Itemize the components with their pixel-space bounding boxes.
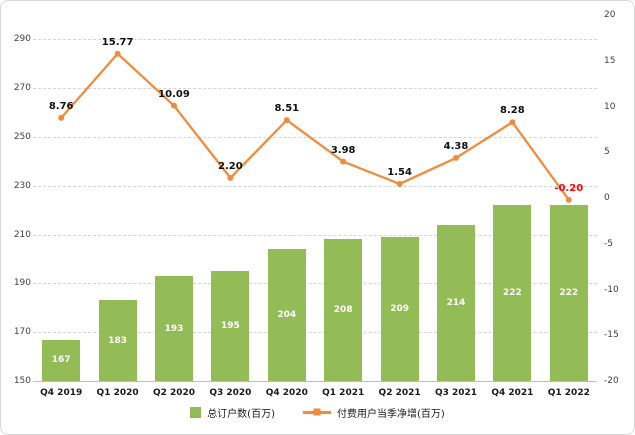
line-value-label: 3.98 bbox=[330, 144, 356, 156]
left-axis-tick: 250 bbox=[13, 132, 31, 142]
line-marker-icon bbox=[313, 408, 321, 416]
line-point-marker bbox=[227, 174, 234, 181]
line-value-label: 8.76 bbox=[48, 100, 74, 112]
right-axis-tick: -15 bbox=[604, 330, 619, 341]
right-axis-tick: -10 bbox=[604, 284, 619, 295]
line-point-marker bbox=[340, 158, 347, 165]
bar-value-label: 222 bbox=[502, 288, 522, 299]
x-axis-label: Q4 2019 bbox=[40, 388, 83, 398]
left-axis-tick: 210 bbox=[13, 229, 31, 240]
bar-value-label: 204 bbox=[277, 310, 297, 321]
gridline bbox=[33, 137, 597, 138]
bar bbox=[437, 224, 475, 381]
right-axis-tick: 0 bbox=[604, 193, 610, 203]
bar-value-label: 209 bbox=[390, 304, 409, 315]
bar bbox=[493, 205, 532, 381]
left-axis-tick: 230 bbox=[13, 180, 31, 191]
line-value-label: 8.51 bbox=[274, 103, 300, 115]
line-point-marker bbox=[509, 119, 516, 126]
x-axis-label: Q4 2020 bbox=[265, 388, 308, 398]
left-axis-tick: 170 bbox=[13, 327, 31, 338]
line-swatch-icon bbox=[303, 408, 331, 416]
gridline bbox=[33, 332, 597, 334]
line-point-marker bbox=[565, 196, 572, 203]
right-axis-tick: -20 bbox=[604, 376, 619, 386]
left-axis-tick: 150 bbox=[13, 376, 31, 386]
bar bbox=[324, 239, 363, 381]
bar-value-label: 183 bbox=[108, 335, 127, 346]
left-axis-tick: 270 bbox=[13, 83, 31, 94]
right-axis-tick: 20 bbox=[604, 10, 616, 20]
gridline bbox=[33, 283, 597, 285]
x-axis-label: Q1 2022 bbox=[547, 388, 590, 398]
x-axis-label: Q3 2020 bbox=[209, 388, 252, 398]
line-point-marker bbox=[453, 154, 459, 161]
bar-value-label: 167 bbox=[51, 355, 71, 366]
x-axis-label: Q3 2021 bbox=[434, 388, 478, 398]
bar bbox=[155, 276, 193, 381]
line-value-label: 1.54 bbox=[387, 166, 412, 178]
line-point-marker bbox=[283, 117, 290, 124]
bar-value-label: 195 bbox=[220, 321, 240, 332]
x-axis-label: Q2 2021 bbox=[378, 388, 421, 398]
line-value-label: 4.38 bbox=[443, 140, 469, 152]
x-axis-label: Q1 2020 bbox=[96, 388, 139, 398]
left-axis-tick: 290 bbox=[13, 34, 31, 45]
legend-item-subscribers: 总订户数(百万) bbox=[190, 405, 275, 420]
x-axis-label: Q1 2021 bbox=[322, 388, 365, 398]
line-value-label: 10.09 bbox=[158, 88, 190, 100]
legend-label-subscribers: 总订户数(百万) bbox=[207, 408, 275, 420]
right-axis-tick: 10 bbox=[604, 101, 616, 112]
bar-value-label: 222 bbox=[559, 288, 579, 299]
bar bbox=[211, 271, 250, 381]
line-point-marker bbox=[114, 50, 121, 57]
line-point-marker bbox=[171, 102, 177, 109]
legend-label-net-adds: 付费用户当季净增(百万) bbox=[337, 408, 445, 420]
gridline bbox=[33, 39, 597, 41]
gridline bbox=[33, 88, 597, 90]
x-axis-label: Q2 2020 bbox=[152, 388, 196, 398]
x-axis-line bbox=[33, 381, 597, 382]
bar-value-label: 208 bbox=[333, 305, 353, 316]
bar bbox=[380, 237, 419, 381]
right-axis-tick: 5 bbox=[604, 147, 610, 158]
gridline bbox=[33, 234, 597, 236]
right-axis-tick: -5 bbox=[604, 238, 613, 249]
line-series bbox=[58, 50, 572, 203]
left-axis-tick: 190 bbox=[13, 278, 31, 289]
legend: 总订户数(百万) 付费用户当季净增(百万) bbox=[1, 401, 634, 423]
bar-swatch-icon bbox=[190, 406, 202, 418]
line-value-label: -0.20 bbox=[554, 182, 584, 194]
line-point-marker bbox=[396, 180, 403, 187]
bar bbox=[267, 249, 306, 381]
gridline bbox=[33, 185, 597, 187]
x-axis-label: Q4 2021 bbox=[491, 388, 534, 398]
bar-value-label: 193 bbox=[164, 323, 184, 334]
line-value-label: 8.28 bbox=[500, 105, 525, 117]
bar bbox=[42, 339, 81, 381]
legend-item-net-adds: 付费用户当季净增(百万) bbox=[303, 405, 445, 420]
bar bbox=[98, 300, 137, 381]
line-value-label: 2.20 bbox=[218, 160, 243, 172]
line-point-marker bbox=[58, 114, 65, 121]
bar-value-label: 214 bbox=[446, 297, 466, 308]
line-value-label: 15.77 bbox=[101, 36, 134, 48]
bar bbox=[549, 205, 588, 381]
right-axis-tick: 15 bbox=[604, 55, 616, 66]
